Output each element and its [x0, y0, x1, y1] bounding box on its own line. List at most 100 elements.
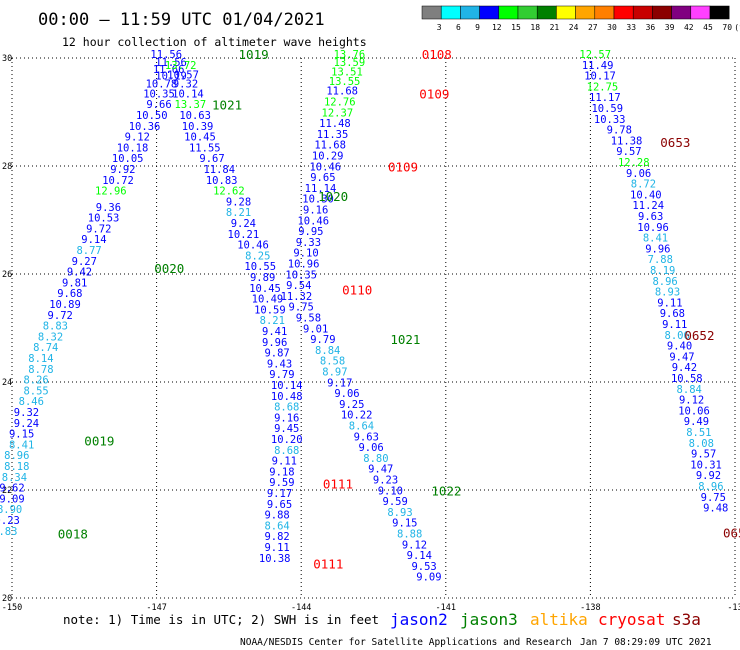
- swh-value: 9.11: [657, 297, 682, 309]
- swh-value: 9.75: [701, 492, 726, 504]
- swh-value: 10.46: [309, 161, 341, 173]
- swh-value: 8.97: [322, 367, 347, 379]
- pass-time-label: 0108: [422, 47, 452, 62]
- swh-value: 10.57: [167, 70, 199, 82]
- colorbar-label: 70: [722, 23, 732, 32]
- swh-value: 11.38: [611, 135, 643, 147]
- swh-value: 12.76: [324, 97, 356, 109]
- swh-value: 10.53: [88, 213, 120, 225]
- colorbar-label: 15: [511, 23, 521, 32]
- swh-value: 9.11: [264, 542, 289, 554]
- satellite-legend-cryosat: cryosat: [598, 610, 665, 629]
- swh-value: 10.31: [690, 459, 722, 471]
- swh-value: 10.35: [143, 88, 175, 100]
- swh-value: 10.21: [228, 229, 260, 241]
- swh-value: 11.68: [314, 140, 346, 152]
- swh-value: 9.33: [296, 237, 321, 249]
- swh-value: 11.56: [150, 49, 182, 61]
- swh-value: 13.51: [331, 66, 363, 78]
- swh-value: 9.54: [286, 280, 311, 292]
- swh-value: 11.17: [589, 92, 621, 104]
- pass-time-label: 1020: [318, 189, 348, 204]
- swh-value: 8.84: [677, 384, 702, 396]
- colorbar-swatch: [613, 5, 634, 20]
- swh-value: 10.35: [285, 269, 317, 281]
- colorbar-label: 30: [607, 23, 617, 32]
- swh-value: 10.38: [259, 553, 291, 565]
- swh-value: 9.65: [267, 499, 292, 511]
- swh-value: 10.29: [312, 151, 344, 163]
- swh-value: 8.21: [260, 315, 285, 327]
- swh-value: 8.58: [320, 356, 345, 368]
- swh-value: 8.25: [245, 250, 270, 262]
- pass-time-label: 1021: [212, 97, 242, 112]
- swh-value: 9.79: [310, 334, 335, 346]
- swh-value: 10.06: [678, 405, 710, 417]
- swh-value: 8.77: [76, 245, 101, 257]
- swh-value: 9.42: [67, 267, 92, 279]
- swh-value: 9.66: [146, 99, 171, 111]
- colorbar-swatch: [575, 5, 596, 20]
- swh-value: 9.59: [269, 477, 294, 489]
- colorbar-swatch: [421, 5, 442, 20]
- satellite-legend-jason3: jason3: [460, 610, 518, 629]
- swh-value: 9.58: [296, 313, 321, 325]
- swh-value: 8.68: [274, 402, 299, 414]
- swh-value: 10.96: [637, 222, 669, 234]
- swh-value: 8.19: [650, 265, 675, 277]
- credit-line: NOAA/NESDIS Center for Satellite Applica…: [240, 637, 572, 648]
- swh-value: 12.57: [579, 49, 611, 61]
- swh-value: 8.68: [274, 445, 299, 457]
- swh-value: 10.18: [117, 142, 149, 154]
- y-tick-label: 26: [2, 270, 12, 280]
- swh-value: 13.59: [334, 57, 366, 69]
- swh-value: 10.46: [297, 215, 329, 227]
- swh-value: 9.32: [173, 79, 198, 91]
- swh-value: 8.83: [0, 526, 17, 538]
- pass-time-label: 0111: [313, 556, 343, 571]
- swh-value: 9.92: [696, 470, 721, 482]
- swh-value: 9.10: [293, 248, 318, 260]
- swh-value: 9.17: [327, 377, 352, 389]
- swh-value: 10.72: [102, 175, 134, 187]
- swh-value: 10.40: [630, 189, 662, 201]
- swh-value: 8.88: [397, 529, 422, 541]
- swh-value: 9.92: [110, 164, 135, 176]
- swh-value: 10.20: [271, 434, 303, 446]
- swh-value: 9.81: [62, 277, 87, 289]
- swh-value: 10.45: [249, 283, 281, 295]
- swh-value: 11.24: [632, 200, 664, 212]
- swh-value: 8.14: [28, 353, 53, 365]
- swh-value: 9.11: [662, 319, 687, 331]
- swh-value: 12.75: [587, 81, 619, 93]
- swh-value: 8.41: [9, 439, 34, 451]
- satellite-legend-altika: altika: [530, 610, 588, 629]
- swh-value: 11.66: [153, 64, 185, 76]
- pass-time-labels: 1019 0108 0109 1021 0653 0109 1020 0020 0110 1021…: [58, 47, 740, 571]
- swh-value: 9.24: [14, 418, 39, 430]
- swh-value: 9.16: [303, 205, 328, 217]
- swh-value: 10.50: [136, 110, 168, 122]
- swh-value: 9.96: [645, 243, 670, 255]
- colorbar-label: 39: [665, 23, 675, 32]
- swh-value: 8.83: [43, 321, 68, 333]
- swh-value: 8.08: [689, 438, 714, 450]
- swh-value: 9.24: [231, 218, 256, 230]
- pass-time-label: 1019: [239, 47, 269, 62]
- swh-value: 9.42: [672, 362, 697, 374]
- swh-value: 9.17: [267, 488, 292, 500]
- swh-value: 10.39: [182, 121, 214, 133]
- swh-value: 9.48: [703, 503, 728, 515]
- colorbar-label: 36: [646, 23, 656, 32]
- swh-value: 13.72: [165, 60, 197, 72]
- swh-value: 9.15: [9, 429, 34, 441]
- swh-value: 8.21: [226, 207, 251, 219]
- swh-value: 8.41: [643, 233, 668, 245]
- swh-value: 8.18: [4, 461, 29, 473]
- axis-ticks: -150 -147 -144 -141 -138 -13 30 28 26 24 22 20: [2, 54, 740, 613]
- swh-value: 8.26: [23, 375, 48, 387]
- swh-value: 9.78: [607, 125, 632, 137]
- x-tick-label: -150: [2, 603, 22, 613]
- swh-value: 8.34: [2, 472, 27, 484]
- colorbar-label: 21: [550, 23, 560, 32]
